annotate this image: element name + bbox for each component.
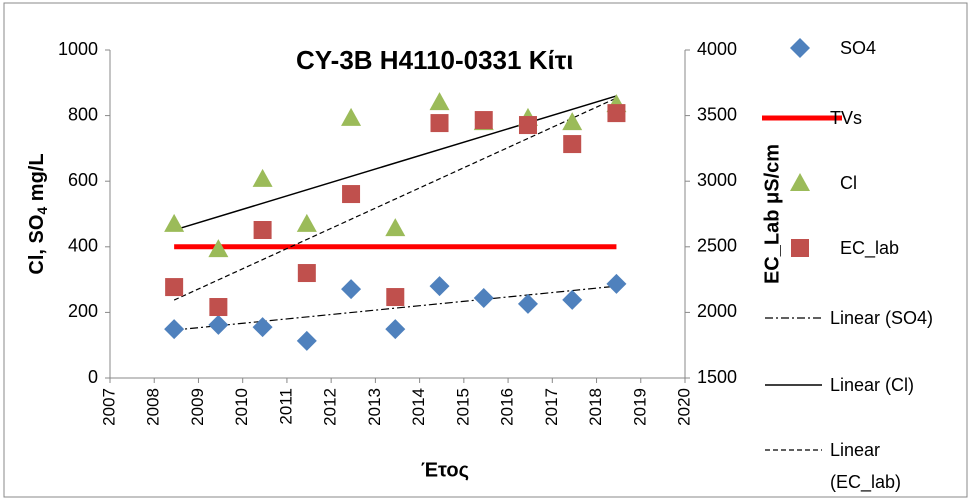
x-tick-label: 2011 — [276, 388, 295, 425]
x-tick-label: 2014 — [409, 388, 428, 426]
legend-label: Linear (Cl) — [830, 375, 915, 395]
legend-label: Linear (SO4) — [830, 308, 934, 328]
x-tick-label: 2020 — [674, 388, 693, 426]
point — [253, 221, 272, 240]
y-tick-label: 600 — [68, 170, 98, 190]
y2-tick-label: 1500 — [697, 367, 737, 387]
y2-tick-label: 3000 — [697, 170, 737, 190]
legend-marker — [791, 239, 809, 257]
point — [385, 218, 406, 237]
point — [474, 111, 493, 130]
legend-label: TVs — [830, 108, 863, 128]
point — [473, 287, 494, 308]
point — [341, 279, 362, 300]
point — [296, 213, 317, 232]
y-axis-title-part: mg/L — [26, 153, 48, 206]
x-tick-label: 2017 — [542, 388, 561, 426]
point — [430, 114, 449, 133]
chart-title: CY-3B H4110-0331 Κίτι — [296, 45, 574, 75]
point — [518, 116, 537, 135]
legend-label: Linear (EC_lab) — [830, 440, 902, 492]
legend-marker — [790, 173, 810, 191]
chart-border — [3, 2, 968, 498]
x-tick-label: 2013 — [365, 388, 384, 426]
point — [296, 330, 317, 351]
y2-tick-label: 4000 — [697, 39, 737, 59]
y2-tick-label: 2500 — [697, 236, 737, 256]
point — [607, 104, 626, 123]
point — [297, 264, 316, 283]
x-tick-label: 2019 — [630, 388, 649, 426]
line — [174, 285, 617, 331]
legend-label: Cl — [840, 173, 857, 193]
y-tick-label: 0 — [88, 367, 98, 387]
point — [342, 185, 361, 204]
y2-axis-title: EC_Lab μS/cm — [761, 144, 783, 284]
point — [164, 319, 185, 340]
point — [563, 135, 582, 154]
x-tick-label: 2016 — [498, 388, 517, 426]
point — [386, 288, 405, 307]
y-axis-title-part: Cl, SO — [26, 215, 48, 275]
x-axis-title: Έτος — [421, 459, 469, 481]
y-axis-title: Cl, SO4 mg/L — [26, 153, 49, 274]
legend-label: SO4 — [840, 38, 877, 58]
point — [208, 314, 229, 335]
x-tick-label: 2007 — [99, 388, 118, 426]
point — [252, 317, 273, 338]
point — [562, 289, 583, 310]
point — [606, 273, 627, 294]
x-tick-label: 2008 — [144, 388, 163, 426]
y2-tick-label: 2000 — [697, 301, 737, 321]
x-tick-label: 2009 — [188, 388, 207, 426]
y-tick-label: 400 — [68, 236, 98, 256]
y-tick-label: 1000 — [58, 39, 98, 59]
point — [429, 276, 450, 297]
line — [173, 97, 617, 301]
legend-label: EC_lab — [840, 238, 900, 258]
x-tick-label: 2012 — [321, 388, 340, 426]
point — [252, 168, 273, 187]
y-tick-label: 200 — [68, 301, 98, 321]
point — [341, 107, 362, 126]
point — [208, 239, 229, 258]
x-tick-label: 2010 — [232, 388, 251, 426]
point — [385, 319, 406, 340]
x-tick-label: 2018 — [586, 388, 605, 426]
legend-marker — [790, 38, 810, 58]
y-axis-title-sub: 4 — [34, 207, 50, 215]
point — [165, 278, 184, 297]
y2-tick-label: 3500 — [697, 104, 737, 124]
point — [209, 298, 228, 317]
y-tick-label: 800 — [68, 104, 98, 124]
x-tick-label: 2015 — [453, 388, 472, 426]
point — [429, 92, 450, 111]
point — [164, 213, 185, 232]
line — [173, 95, 617, 231]
point — [517, 293, 538, 314]
point — [562, 112, 583, 131]
